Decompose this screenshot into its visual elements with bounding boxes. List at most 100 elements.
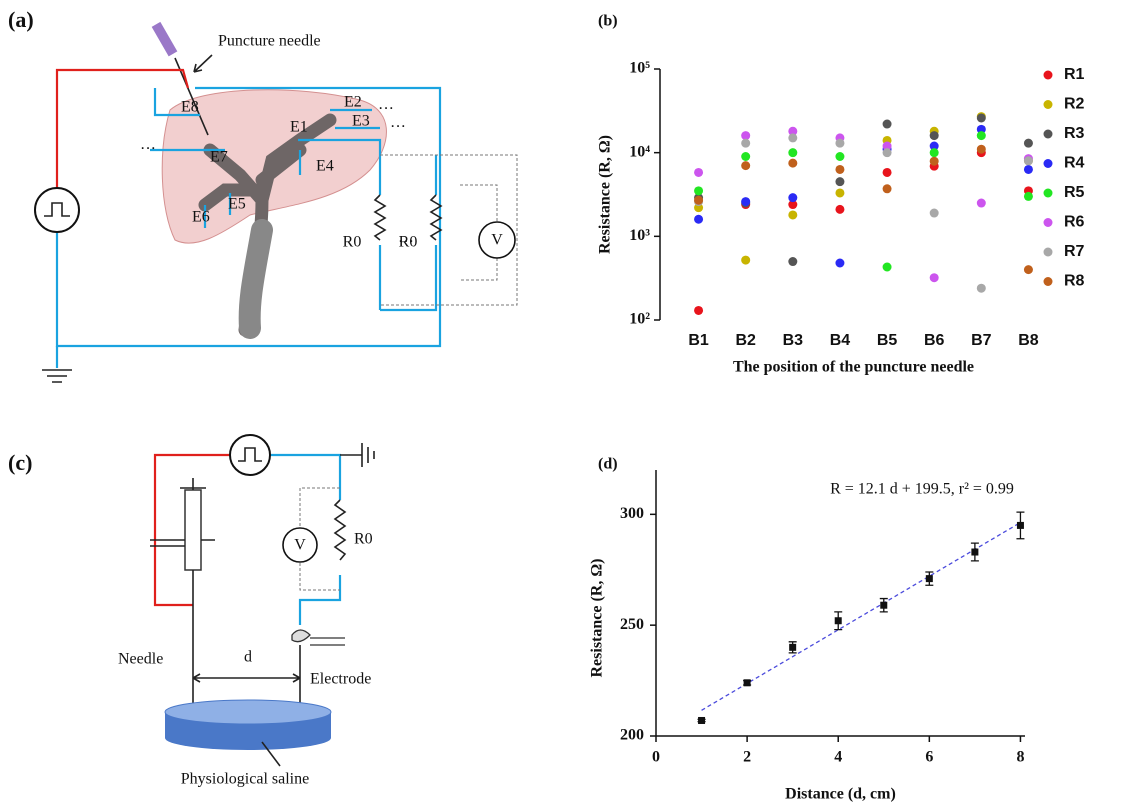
ground — [340, 443, 375, 467]
electrode — [291, 629, 345, 646]
dot — [976, 283, 986, 293]
x-tick-label: 6 — [925, 749, 933, 766]
ellipsis: ··· — [140, 141, 156, 158]
diagram-c: (c) V R0 Needle d Electrode Physiologica… — [8, 434, 375, 788]
meter-label: V — [491, 232, 503, 249]
dot — [976, 131, 986, 141]
dot — [835, 151, 845, 161]
dot — [835, 138, 845, 148]
legend-label: R5 — [1064, 184, 1085, 201]
annotation: R = 12.1 d + 199.5, r² = 0.99 — [830, 481, 1014, 498]
x-tick-label: 0 — [652, 749, 660, 766]
dot — [741, 161, 751, 171]
legend-swatch — [1043, 159, 1053, 168]
dot — [741, 131, 751, 141]
x-axis-title: Distance (d, cm) — [785, 786, 896, 803]
point — [1016, 521, 1024, 529]
dot — [788, 126, 798, 136]
legend-label: R1 — [1064, 66, 1085, 83]
resistor-label: R0 — [399, 234, 418, 251]
electrode-label: E7 — [210, 149, 228, 166]
dot — [929, 273, 939, 283]
dot — [1023, 164, 1033, 174]
panel-label: (c) — [8, 450, 32, 475]
dot — [694, 167, 704, 177]
legend-label: R7 — [1064, 243, 1085, 260]
dot — [788, 158, 798, 168]
electrode-wires — [150, 108, 382, 310]
dot — [929, 141, 939, 151]
legend-swatch — [1043, 247, 1053, 257]
dot — [694, 186, 704, 196]
x-tick-label: B1 — [688, 332, 709, 349]
x-tick-label: B3 — [783, 332, 804, 349]
legend-label: R8 — [1064, 273, 1085, 290]
dot — [835, 204, 845, 214]
dot — [788, 193, 798, 203]
resistor-label: R0 — [343, 234, 362, 251]
dot — [741, 138, 751, 148]
legend-label: R3 — [1064, 125, 1085, 142]
x-axis-title: The position of the puncture needle — [733, 359, 974, 376]
dot — [976, 113, 986, 123]
meter-label: V — [294, 537, 306, 554]
y-tick-label: 200 — [620, 727, 644, 744]
wire — [153, 453, 230, 607]
arrow — [193, 54, 213, 73]
dot — [976, 198, 986, 208]
x-tick-label: B2 — [735, 332, 756, 349]
legend-label: R4 — [1064, 155, 1085, 172]
dot — [694, 214, 704, 224]
y-tick-label: 10⁴ — [629, 143, 650, 160]
dot — [929, 148, 939, 158]
y-axis-title: Resistance (R, Ω) — [597, 135, 614, 254]
x-tick-label: B6 — [924, 332, 945, 349]
legend-swatch — [1043, 277, 1053, 286]
x-tick-label: B4 — [830, 332, 851, 349]
dot — [835, 164, 845, 174]
dot — [788, 210, 798, 220]
leader — [261, 741, 281, 767]
dish-label: Physiological saline — [181, 771, 309, 788]
dot — [976, 144, 986, 154]
electrode-label: E1 — [290, 119, 308, 136]
electrode-label: E5 — [228, 196, 246, 213]
y-axis-title: Resistance (R, Ω) — [589, 558, 606, 677]
source — [229, 434, 271, 476]
legend-label: R2 — [1064, 96, 1085, 113]
y-tick-label: 10⁵ — [629, 60, 650, 77]
pulse — [44, 202, 70, 217]
syringe — [150, 478, 215, 605]
x-tick-label: B5 — [877, 332, 898, 349]
dot — [788, 257, 798, 267]
meter-wire — [380, 154, 518, 306]
point — [925, 575, 933, 583]
dot — [835, 177, 845, 187]
legend-swatch — [1043, 100, 1053, 109]
vena-cava — [238, 219, 273, 339]
x-tick-label: B8 — [1018, 332, 1039, 349]
wire — [380, 155, 438, 312]
dot — [788, 148, 798, 158]
meter-wire — [299, 487, 340, 591]
wire — [55, 86, 442, 348]
dot — [976, 124, 986, 134]
electrode-label: E8 — [181, 99, 199, 116]
wire — [55, 68, 190, 190]
resistor — [373, 194, 387, 241]
meter — [478, 221, 516, 259]
dot — [1023, 265, 1033, 275]
electrode-label: E3 — [352, 113, 370, 130]
dot — [1023, 156, 1033, 166]
y-tick-label: 10² — [629, 311, 650, 328]
resistor — [333, 499, 347, 561]
ground — [42, 369, 72, 383]
dot — [741, 255, 751, 265]
dot — [694, 195, 704, 205]
dot — [882, 148, 892, 158]
fit-line — [701, 521, 1021, 711]
dot — [882, 262, 892, 272]
x-tick-label: 4 — [834, 749, 842, 766]
dot — [929, 208, 939, 218]
